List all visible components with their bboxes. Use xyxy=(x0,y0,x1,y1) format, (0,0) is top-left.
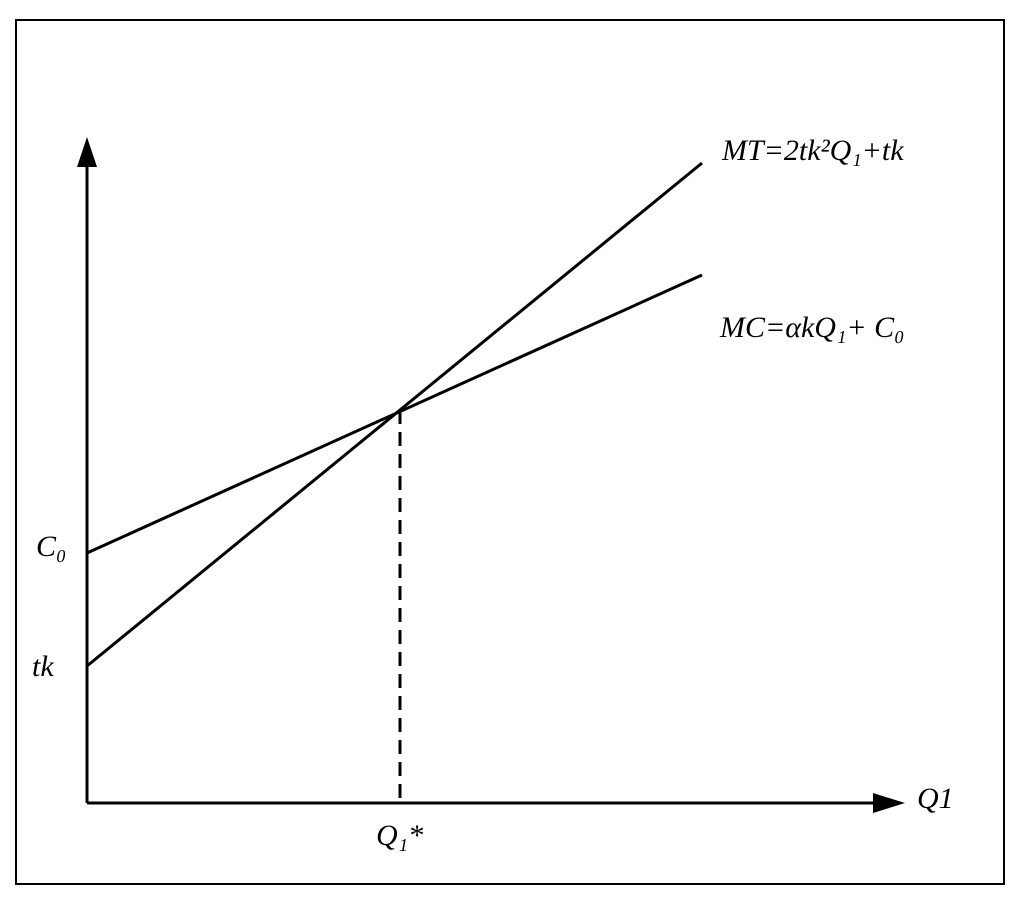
c0-intercept-label: C₀ xyxy=(36,530,66,563)
y-axis-arrow xyxy=(77,137,97,167)
tk-intercept-label: tk xyxy=(32,650,54,683)
mc-label: MC=αkQ₁+ C₀ xyxy=(719,311,905,344)
x-axis-arrow xyxy=(873,793,905,813)
equilibrium-label: Q₁* xyxy=(376,819,423,852)
mc-curve xyxy=(86,273,703,555)
mt-label: MT=2tk²Q₁+tk xyxy=(721,134,904,167)
x-axis-label: Q1 xyxy=(917,782,954,815)
frame xyxy=(15,19,1005,885)
